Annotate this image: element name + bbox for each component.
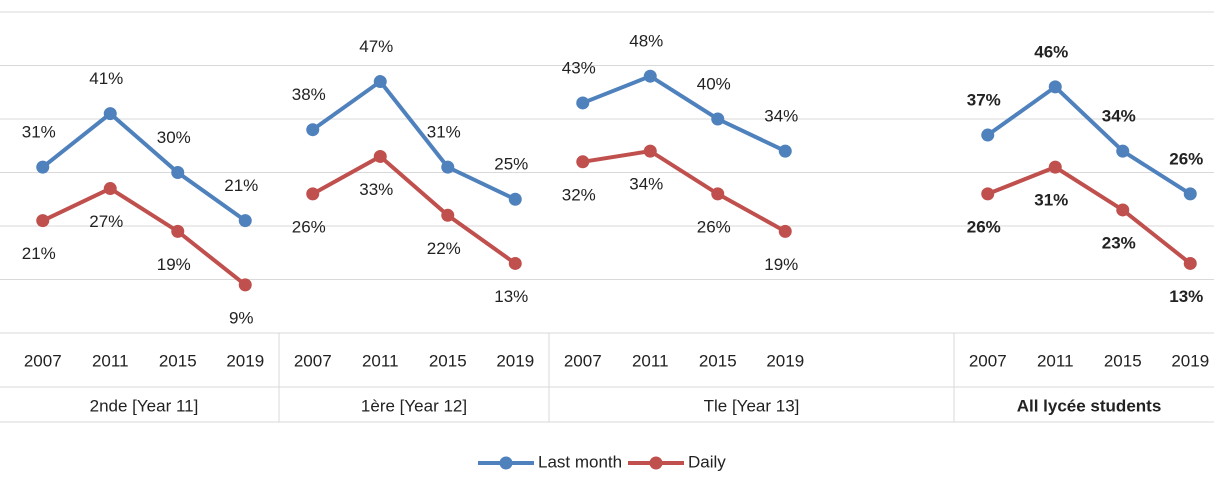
group-label: 2nde [Year 11] (90, 396, 199, 415)
data-label: 37% (967, 91, 1001, 110)
series-line (582, 149, 787, 234)
marker (306, 123, 320, 137)
marker (981, 128, 995, 142)
x-tick-label: 2015 (1104, 351, 1142, 370)
data-label: 41% (89, 69, 123, 88)
data-label: 38% (292, 85, 326, 104)
series-line (311, 78, 517, 202)
x-tick-label: 2019 (766, 351, 804, 370)
data-label: 26% (292, 217, 326, 236)
marker (1116, 203, 1130, 217)
data-label: 34% (764, 107, 798, 126)
data-label: 13% (1169, 287, 1203, 306)
data-label: 31% (427, 123, 461, 142)
marker (778, 144, 792, 158)
series-line (311, 154, 517, 266)
legend-marker (499, 456, 513, 470)
data-label: 19% (764, 255, 798, 274)
data-label: 34% (1102, 107, 1136, 126)
series-line (582, 73, 787, 153)
series-line (41, 186, 247, 287)
data-label: 46% (1034, 42, 1068, 61)
marker (238, 278, 252, 292)
series-line (986, 84, 1192, 196)
data-label: 34% (629, 175, 663, 194)
group-label: All lycée students (1017, 396, 1162, 415)
marker (1183, 256, 1197, 270)
x-tick-label: 2007 (294, 351, 332, 370)
marker (981, 187, 995, 201)
marker (643, 69, 657, 83)
group-label: 1ère [Year 12] (361, 396, 467, 415)
data-label: 43% (562, 58, 596, 77)
marker (36, 160, 50, 174)
x-tick-label: 2011 (362, 351, 399, 370)
marker (306, 187, 320, 201)
marker (508, 192, 522, 206)
data-label: 31% (22, 123, 56, 142)
x-tick-label: 2015 (699, 351, 737, 370)
marker (576, 155, 590, 169)
data-label: 32% (562, 185, 596, 204)
x-tick-label: 2019 (226, 351, 264, 370)
data-label: 22% (427, 239, 461, 258)
marker (36, 214, 50, 228)
data-label: 30% (157, 128, 191, 147)
marker (103, 182, 117, 196)
data-label: 33% (359, 180, 393, 199)
x-tick-label: 2019 (1171, 351, 1209, 370)
data-label: 27% (89, 212, 123, 231)
data-label: 23% (1102, 233, 1136, 252)
marker (238, 214, 252, 228)
marker (171, 166, 185, 179)
legend-label: Last month (538, 452, 622, 471)
x-tick-label: 2011 (92, 351, 129, 370)
x-tick-label: 2015 (429, 351, 467, 370)
x-tick-label: 2007 (969, 351, 1007, 370)
marker (643, 144, 657, 158)
data-label: 25% (494, 155, 528, 174)
marker (576, 96, 590, 110)
x-tick-label: 2015 (159, 351, 197, 370)
data-label: 47% (359, 37, 393, 56)
marker (373, 75, 387, 89)
data-label: 21% (224, 176, 258, 195)
data-label: 48% (629, 32, 663, 51)
marker (711, 112, 725, 126)
data-label: 13% (494, 287, 528, 306)
legend-label: Daily (688, 452, 726, 471)
x-tick-label: 2007 (24, 351, 62, 370)
marker (441, 208, 455, 222)
x-tick-label: 2011 (1037, 351, 1074, 370)
series-line (41, 111, 247, 223)
series-line (987, 164, 1192, 266)
x-tick-label: 2007 (564, 351, 602, 370)
data-label: 21% (22, 244, 56, 263)
marker (508, 256, 522, 270)
marker (373, 149, 387, 163)
marker (711, 187, 725, 201)
marker (778, 224, 792, 238)
marker (1116, 144, 1130, 158)
data-label: 26% (1169, 149, 1203, 168)
data-label: 19% (157, 255, 191, 274)
data-label: 40% (697, 74, 731, 93)
data-label: 26% (697, 217, 731, 236)
marker (171, 224, 185, 238)
marker (1048, 160, 1062, 174)
data-label: 31% (1034, 191, 1068, 210)
x-tick-label: 2011 (632, 351, 669, 370)
marker (1048, 80, 1062, 94)
marker (1183, 187, 1197, 201)
group-label: Tle [Year 13] (704, 396, 800, 415)
data-label: 26% (967, 217, 1001, 236)
marker (103, 107, 117, 121)
x-tick-label: 2019 (496, 351, 534, 370)
marker (441, 160, 455, 174)
legend-marker (649, 456, 663, 470)
data-label: 9% (229, 308, 254, 327)
